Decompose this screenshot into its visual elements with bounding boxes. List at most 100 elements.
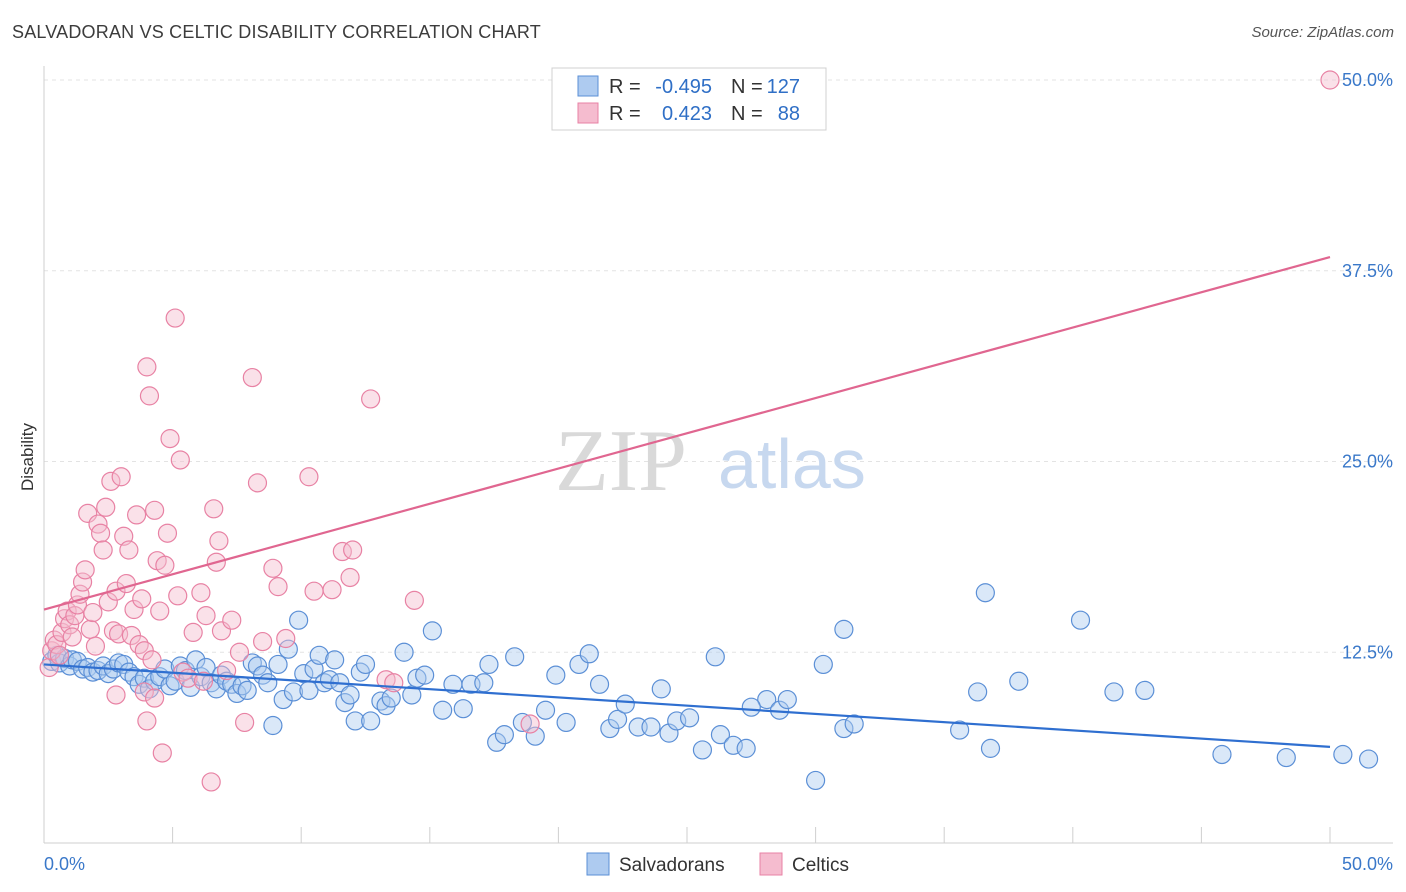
- salvadoran-point-105: [777, 689, 797, 710]
- salvadoran-point-119: [1135, 680, 1155, 701]
- salvadoran-point-49: [289, 610, 309, 630]
- y-axis-title: Disability: [18, 422, 37, 491]
- salvadoran-point-85: [556, 712, 576, 733]
- salvadoran-point-107: [805, 770, 826, 791]
- salvadoran-point-66: [381, 688, 401, 708]
- celtic-point-67: [247, 473, 268, 493]
- celtic-point-85: [134, 682, 154, 702]
- salvadoran-point-112: [968, 682, 988, 702]
- celtic-point-58: [204, 499, 224, 519]
- salvadoran-point-103: [757, 689, 777, 710]
- celtic-point-84: [106, 685, 126, 705]
- salvadoran-point-80: [505, 647, 525, 667]
- y-tick-label-3: 50.0%: [1342, 70, 1393, 90]
- salvadoran-point-41: [247, 656, 268, 676]
- watermark: ZIP atlas: [555, 413, 866, 510]
- legend-r-label-2: R =: [609, 103, 641, 125]
- celtic-point-73: [304, 581, 324, 601]
- celtic-point-28: [111, 467, 131, 487]
- celtic-point-75: [340, 567, 360, 588]
- salvadoran-point-99: [705, 647, 725, 667]
- celtic-point-35: [129, 635, 149, 655]
- celtic-point-39: [139, 386, 160, 406]
- salvadoran-point-82: [525, 726, 545, 746]
- salvadoran-point-97: [679, 708, 700, 728]
- celtic-point-31: [119, 540, 139, 560]
- gridlines: [44, 79, 1393, 653]
- celtic-point-9: [62, 627, 82, 647]
- salvadoran-point-108: [834, 718, 854, 739]
- celtic-point-77: [343, 540, 363, 560]
- celtic-point-86: [137, 711, 157, 731]
- celtic-point-56: [196, 606, 216, 626]
- bottom-legend-swatch-celtics: [759, 852, 783, 876]
- salvadoran-point-100: [710, 725, 731, 745]
- celtic-point-36: [132, 589, 152, 609]
- salvadoran-point-44: [263, 715, 283, 736]
- salvadoran-point-62: [355, 654, 376, 675]
- bottom-legend-swatch-salvadorans: [586, 852, 610, 876]
- salvadoran-point-88: [589, 674, 610, 694]
- celtic-point-45: [155, 555, 175, 575]
- salvadoran-point-84: [546, 665, 566, 685]
- celtic-point-16: [80, 619, 100, 639]
- salvadoran-point-109: [844, 714, 864, 734]
- celtic-trend-line: [43, 255, 1331, 611]
- salvadoran-point-70: [415, 665, 435, 685]
- salvadoran-point-123: [1358, 749, 1379, 769]
- celtic-point-60: [209, 531, 229, 551]
- legend-n-value-salvadorans: 127: [767, 76, 800, 98]
- legend-r-value-celtics: 0.423: [662, 103, 712, 125]
- legend-r-label-1: R =: [609, 76, 641, 98]
- salvadoran-point-102: [736, 738, 756, 758]
- salvadoran-point-77: [479, 654, 499, 675]
- celtic-point-80: [376, 670, 396, 690]
- salvadoran-point-69: [407, 668, 427, 688]
- salvadoran-point-39: [237, 680, 257, 701]
- celtic-point-63: [222, 610, 242, 630]
- salvadoran-point-116: [1070, 610, 1091, 630]
- salvadoran-point-115: [1009, 671, 1029, 691]
- x-tick-label-min: 0.0%: [44, 854, 85, 874]
- top-legend: R = -0.495 N = 127 R = 0.423 N = 88: [551, 67, 827, 131]
- celtic-point-54: [191, 583, 211, 603]
- y-tick-labels: 12.5% 25.0% 37.5% 50.0%: [1342, 70, 1393, 662]
- salvadoran-point-122: [1333, 744, 1353, 765]
- celtic-point-8: [60, 615, 80, 635]
- celtic-point-0: [39, 657, 59, 678]
- salvadoran-point-81: [512, 712, 532, 733]
- celtic-point-74: [322, 580, 342, 600]
- y-tick-label-0: 12.5%: [1342, 642, 1393, 662]
- salvadoran-point-83: [535, 700, 556, 720]
- legend-r-value-salvadorans: -0.495: [655, 76, 712, 98]
- celtic-point-14: [75, 560, 95, 580]
- celtic-point-24: [101, 471, 121, 491]
- salvadoran-point-87: [579, 644, 599, 664]
- celtic-point-34: [126, 505, 147, 525]
- salvadoran-point-93: [641, 717, 661, 737]
- celtic-point-82: [520, 714, 540, 734]
- celtic-point-81: [384, 673, 404, 693]
- salvadoran-point-63: [361, 711, 381, 731]
- celtic-point-48: [165, 308, 185, 328]
- legend-n-label-2: N =: [731, 103, 763, 125]
- legend-swatch-salvadorans: [577, 75, 599, 97]
- celtic-point-46: [157, 523, 178, 543]
- celtic-point-72: [299, 467, 319, 487]
- celtic-point-69: [263, 558, 283, 578]
- celtic-point-49: [168, 586, 188, 606]
- salvadoran-point-45: [268, 654, 288, 675]
- legend-n-label-1: N =: [731, 76, 763, 98]
- salvadorans-points: [42, 583, 1379, 791]
- salvadoran-point-67: [394, 642, 414, 662]
- salvadoran-point-60: [345, 711, 365, 731]
- salvadoran-point-79: [494, 725, 514, 745]
- celtic-point-18: [85, 636, 106, 656]
- x-tick-label-max: 50.0%: [1342, 854, 1393, 874]
- celtic-point-17: [83, 602, 103, 623]
- salvadoran-point-91: [615, 694, 635, 714]
- bottom-legend-label-salvadorans: Salvadorans: [619, 855, 725, 876]
- celtic-point-71: [276, 628, 296, 649]
- bottom-legend-label-celtics: Celtics: [792, 855, 849, 876]
